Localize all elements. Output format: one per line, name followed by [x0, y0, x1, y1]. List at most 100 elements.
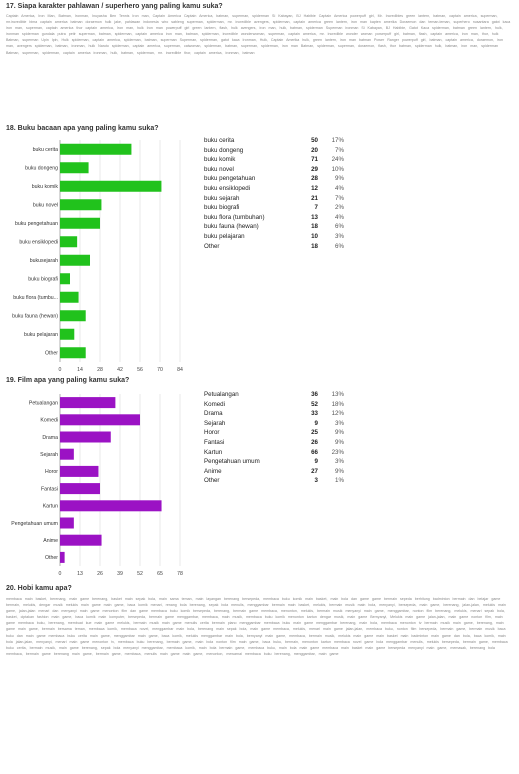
bar — [60, 414, 140, 426]
legend-label: Anime — [204, 467, 222, 475]
legend-row: Sejarah 9 3% — [204, 420, 344, 430]
x-tick-label: 42 — [117, 367, 123, 373]
bar — [60, 199, 102, 211]
bar — [60, 397, 116, 409]
y-category-label: bukusejarah — [30, 258, 58, 264]
legend-label: Pengetahuan umum — [204, 458, 260, 466]
x-tick-label: 0 — [59, 571, 62, 577]
bar — [60, 236, 78, 248]
bar — [60, 347, 86, 359]
legend-percent: 1% — [335, 477, 344, 485]
legend-count: 3 — [314, 477, 318, 485]
legend-percent: 3% — [335, 458, 344, 466]
x-tick-label: 13 — [77, 571, 83, 577]
y-category-label: Fantasi — [41, 486, 58, 492]
legend-row: Other 3 1% — [204, 477, 344, 487]
legend-label: buku ensiklopedi — [204, 184, 251, 192]
y-category-label: Petualangan — [29, 400, 58, 406]
legend-label: buku dongeng — [204, 146, 244, 154]
bar — [60, 273, 70, 285]
q19-section: 19. Film apa yang paling kamu suka? 0 13 2… — [0, 370, 519, 580]
legend-percent: 17% — [331, 137, 344, 144]
legend-count: 52 — [311, 400, 318, 408]
bar — [60, 534, 102, 546]
legend-label: Komedi — [204, 400, 225, 408]
legend-count: 13 — [311, 213, 318, 221]
q19-legend: Petualangan 36 13% Komedi 52 18% Drama 33 12% Sej… — [204, 391, 344, 487]
legend-count: 18 — [311, 242, 318, 250]
x-tick-label: 65 — [157, 571, 163, 577]
legend-percent: 2% — [335, 204, 344, 212]
legend-percent: 13% — [331, 391, 344, 398]
legend-row: buku biografi 7 2% — [204, 204, 344, 214]
legend-row: Kartun 66 23% — [204, 449, 344, 459]
q19-title: 19. Film apa yang paling kamu suka? — [6, 377, 130, 384]
legend-count: 26 — [311, 438, 318, 446]
legend-row: buku komik 71 24% — [204, 156, 344, 166]
x-tick-label: 56 — [137, 367, 143, 373]
y-category-label: buku ensiklopedi — [19, 240, 58, 246]
legend-row: Fantasi 26 9% — [204, 439, 344, 449]
legend-count: 20 — [311, 146, 318, 154]
x-tick-label: 26 — [97, 571, 103, 577]
legend-label: buku sejarah — [204, 194, 240, 202]
legend-row: Drama 33 12% — [204, 410, 344, 420]
y-category-label: buku pengetahuan — [15, 221, 58, 227]
x-tick-label: 70 — [157, 367, 163, 373]
y-category-label: Drama — [42, 435, 58, 441]
bar — [60, 431, 111, 443]
x-tick-label: 28 — [97, 367, 103, 373]
legend-count: 28 — [311, 175, 318, 183]
bar — [60, 517, 74, 529]
legend-count: 71 — [311, 156, 318, 164]
x-tick-label: 14 — [77, 367, 83, 373]
q20-title: 20. Hobi kamu apa? — [6, 585, 72, 592]
legend-percent: 7% — [335, 194, 344, 202]
y-category-label: Other — [45, 351, 58, 357]
legend-label: buku cerita — [204, 137, 235, 144]
legend-count: 50 — [311, 137, 318, 144]
y-category-label: buku pelajaran — [24, 332, 58, 338]
bar — [60, 483, 100, 495]
legend-percent: 9% — [335, 175, 344, 183]
legend-count: 10 — [311, 232, 318, 240]
q17-section: 17. Siapa karakter pahlawan / superhero … — [0, 0, 519, 118]
x-tick-label: 39 — [117, 571, 123, 577]
legend-label: Kartun — [204, 448, 223, 456]
legend-label: buku biografi — [204, 204, 240, 212]
legend-count: 36 — [311, 391, 318, 398]
legend-percent: 3% — [335, 232, 344, 240]
q18-bar-chart: 0 14 28 42 56 70 84 buku cerita buku dongeng buku… — [12, 140, 183, 373]
legend-row: Horor 25 9% — [204, 429, 344, 439]
legend-row: buku pengetahuan 28 9% — [204, 175, 344, 185]
legend-percent: 4% — [335, 213, 344, 221]
legend-percent: 10% — [331, 165, 344, 173]
legend-label: Other — [204, 242, 220, 250]
legend-percent: 4% — [335, 184, 344, 192]
bar — [60, 217, 100, 229]
legend-percent: 24% — [331, 156, 344, 164]
legend-label: Sejarah — [204, 419, 226, 427]
q20-section: 20. Hobi kamu apa? membaca main basket, … — [0, 584, 519, 774]
q18-legend: buku cerita 50 17% buku dongeng 20 7% buku kom… — [204, 137, 344, 252]
legend-count: 12 — [311, 184, 318, 192]
y-category-label: buku biografi — [28, 277, 58, 283]
q19-bar-chart: 0 13 26 39 52 65 78 Petualangan Komedi Drama Sejar… — [11, 394, 183, 577]
y-category-label: Horor — [45, 469, 58, 475]
y-category-label: buku novel — [33, 203, 58, 209]
legend-label: Other — [204, 477, 220, 485]
y-category-label: buku cerita — [33, 147, 58, 153]
q18-title: 18. Buku bacaan apa yang paling kamu suk… — [6, 125, 159, 132]
x-tick-label: 52 — [137, 571, 143, 577]
legend-count: 21 — [311, 194, 318, 202]
legend-row: buku ensiklopedi 12 4% — [204, 185, 344, 195]
legend-percent: 6% — [335, 242, 344, 250]
legend-row: buku flora (tumbuhan) 13 4% — [204, 214, 344, 224]
x-tick-label: 78 — [177, 571, 183, 577]
y-category-label: buku komik — [32, 184, 59, 190]
legend-count: 9 — [314, 458, 318, 466]
bar — [60, 310, 86, 322]
bar — [60, 465, 99, 477]
legend-row: Petualangan 36 13% — [204, 391, 344, 401]
legend-count: 9 — [314, 419, 318, 427]
